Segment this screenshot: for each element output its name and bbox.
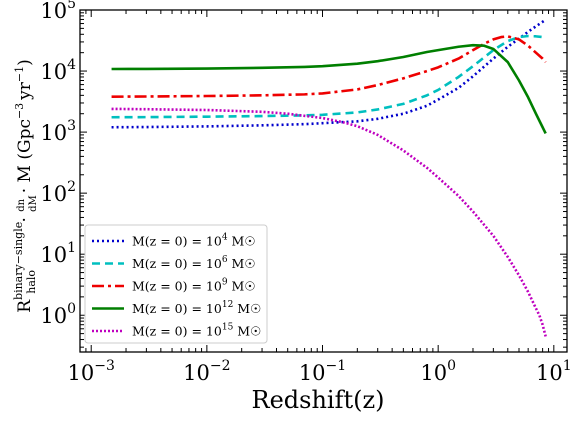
legend-label-5: M(z = 0) = 1015 M☉ (132, 323, 261, 339)
x-tick-label: 10−3 (68, 358, 115, 385)
legend-label-1: M(z = 0) = 104 M☉ (132, 233, 256, 249)
labels-layer: 10−3 10−2 10−1 100 101 100 101 102 103 104 105 (40, 0, 571, 385)
y-axis-label-base: R (15, 299, 35, 313)
legend-label-2: M(z = 0) = 106 M☉ (132, 255, 256, 271)
x-tick-label: 10−1 (299, 358, 346, 385)
y-axis-label-dn: dn (16, 198, 27, 211)
series-line-1 (111, 18, 547, 129)
y-tick-label: 105 (40, 0, 76, 23)
y-axis-label-rest: · M (Gpc (15, 119, 35, 193)
x-tick-label: 100 (420, 358, 456, 385)
ticks-layer (79, 9, 567, 352)
legend-label-3: M(z = 0) = 109 M☉ (132, 278, 256, 294)
y-axis-label-exp2: −1 (13, 66, 26, 82)
y-tick-label: 102 (40, 179, 76, 206)
x-tick-label: 10−2 (183, 358, 230, 385)
y-tick-label: 103 (40, 118, 76, 145)
y-axis-label-dM: dM (28, 195, 39, 212)
y-tick-label: 104 (40, 57, 76, 84)
x-axis-label: Redshift(z) (252, 386, 385, 414)
y-tick-label: 101 (40, 240, 76, 267)
y-axis-label-close: ) (15, 59, 35, 66)
legend: M(z = 0) = 104 M☉ M(z = 0) = 106 M☉ M(z = … (84, 224, 268, 344)
legend-label-4: M(z = 0) = 1012 M☉ (132, 300, 261, 316)
y-axis-label-dot: · (15, 212, 35, 228)
y-axis-label-sub: halo (25, 270, 38, 294)
y-axis-label-sup: binary−single (12, 222, 25, 300)
y-axis-label-exp: −3 (13, 103, 26, 119)
x-tick-label: 101 (536, 358, 572, 385)
y-axis-label: Rbinary−singlehalo · dndM · M (Gpc−3 yr−1) (12, 59, 39, 313)
series-layer (111, 18, 547, 337)
series-line-3 (111, 35, 547, 98)
svg-text:Rbinary−singlehalo · dndM· M (: Rbinary−singlehalo · dndM · M (Gpc−3 yr−1) (12, 59, 39, 313)
legend-box (84, 224, 268, 344)
y-tick-label: 100 (40, 301, 76, 328)
series-line-2 (111, 34, 546, 119)
y-axis-label-tail: yr (15, 81, 35, 101)
plot-frame (79, 9, 568, 353)
series-line-4 (111, 43, 547, 135)
